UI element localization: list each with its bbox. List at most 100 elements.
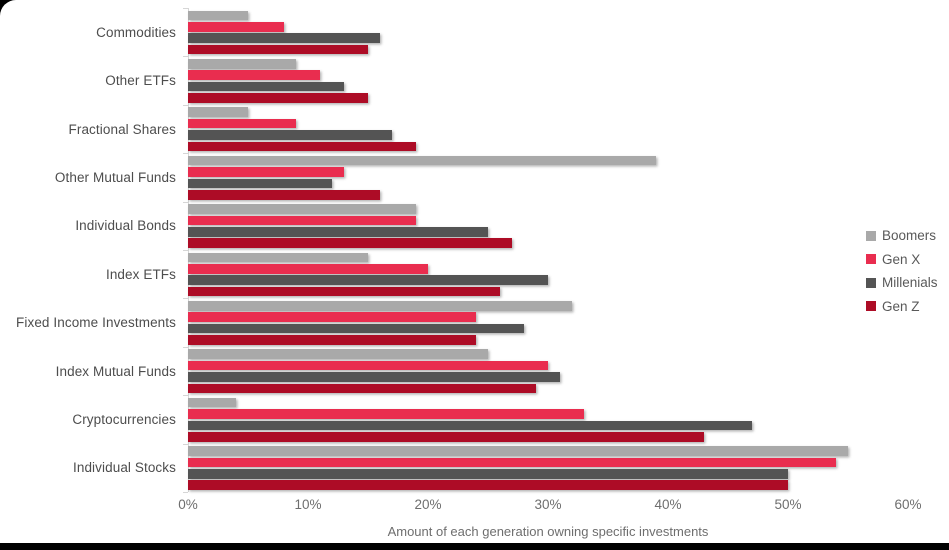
bar-boomers bbox=[188, 301, 572, 311]
legend-label: Boomers bbox=[882, 228, 937, 243]
chart-row-other-etfs: Other ETFs bbox=[105, 56, 908, 104]
bar-gen-x bbox=[188, 118, 296, 129]
legend-swatch-icon bbox=[866, 277, 876, 288]
legend-label: Gen X bbox=[882, 251, 921, 267]
bar-gen-x bbox=[188, 167, 344, 177]
x-tick-label: 60% bbox=[894, 497, 922, 512]
bar-millenials bbox=[188, 130, 392, 140]
bar-group bbox=[188, 204, 908, 248]
x-tick-label: 40% bbox=[654, 497, 682, 512]
y-axis-tick bbox=[183, 395, 188, 397]
bar-group bbox=[188, 107, 908, 152]
bar-group bbox=[188, 397, 908, 442]
bar-group bbox=[188, 252, 908, 297]
x-tick-label: 50% bbox=[774, 497, 802, 512]
bar-chart-plot-area: Commodities Other ETFs Fractional Shares Ot… bbox=[16, 8, 908, 493]
bar-boomers bbox=[188, 155, 656, 166]
category-label: Index ETFs bbox=[105, 266, 176, 282]
bar-gen-x bbox=[188, 70, 320, 80]
category-label: Individual Bonds bbox=[75, 218, 176, 234]
y-axis-tick bbox=[183, 104, 188, 106]
bar-millenials bbox=[188, 323, 524, 334]
bar-gen-x bbox=[188, 409, 584, 419]
bar-boomers bbox=[188, 252, 368, 263]
bar-boomers bbox=[188, 107, 248, 117]
category-label: Other ETFs bbox=[105, 73, 176, 89]
y-axis-tick bbox=[183, 298, 188, 300]
bar-gen-x bbox=[188, 312, 476, 323]
bar-group bbox=[188, 446, 908, 491]
bar-gen-z bbox=[188, 189, 380, 200]
legend-swatch-icon bbox=[866, 230, 876, 241]
bar-boomers bbox=[188, 349, 488, 360]
chart-row-commodities: Commodities bbox=[96, 8, 908, 56]
bar-gen-z bbox=[188, 141, 416, 152]
x-axis: 0% 10% 20% 30% 40% 50% 60% bbox=[178, 497, 921, 513]
chart-row-cryptocurrencies: Cryptocurrencies bbox=[72, 395, 908, 443]
chart-row-fixed-income-investments: Fixed Income Investments bbox=[16, 298, 908, 346]
category-label: Fractional Shares bbox=[68, 121, 176, 137]
legend-item-millenials: Millenials bbox=[866, 275, 938, 290]
y-axis-tick bbox=[183, 250, 188, 251]
bar-gen-z bbox=[188, 432, 704, 442]
y-axis-tick bbox=[183, 492, 188, 493]
y-axis-tick bbox=[183, 201, 188, 203]
chart-row-index-etfs: Index ETFs bbox=[106, 250, 908, 298]
bar-gen-z bbox=[188, 383, 536, 394]
category-label: Cryptocurrencies bbox=[72, 411, 176, 427]
bar-group bbox=[188, 155, 908, 200]
chart-row-fractional-shares: Fractional Shares bbox=[69, 105, 908, 153]
bar-group bbox=[188, 59, 908, 103]
y-axis-tick bbox=[183, 443, 188, 445]
bar-group bbox=[188, 349, 908, 394]
legend-swatch-icon bbox=[866, 254, 876, 264]
bar-boomers bbox=[188, 59, 296, 69]
legend-label: Millenials bbox=[882, 275, 938, 290]
bar-boomers bbox=[188, 446, 848, 456]
bar-boomers bbox=[188, 397, 236, 408]
bar-millenials bbox=[188, 372, 560, 382]
y-axis-tick bbox=[183, 8, 188, 9]
bar-group bbox=[188, 10, 908, 55]
bar-millenials bbox=[188, 275, 548, 285]
bottom-black-bar bbox=[0, 543, 949, 550]
bar-millenials bbox=[188, 81, 344, 92]
legend-item-gen-x: Gen X bbox=[866, 252, 938, 267]
chart-row-individual-stocks: Individual Stocks bbox=[73, 444, 908, 492]
bar-millenials bbox=[188, 469, 788, 479]
bar-gen-z bbox=[188, 480, 788, 491]
chart-row-index-mutual-funds: Index Mutual Funds bbox=[56, 347, 908, 395]
category-label: Fixed Income Investments bbox=[16, 315, 176, 331]
legend-swatch-icon bbox=[866, 301, 876, 311]
x-axis-title: Amount of each generation owning specifi… bbox=[387, 524, 709, 539]
chart-row-individual-bonds: Individual Bonds bbox=[75, 202, 908, 250]
bar-millenials bbox=[188, 227, 488, 237]
legend-label: Gen Z bbox=[882, 298, 920, 314]
y-axis-tick bbox=[183, 346, 188, 348]
bar-gen-x bbox=[188, 215, 416, 226]
bar-gen-z bbox=[188, 238, 512, 248]
bar-group bbox=[188, 301, 908, 345]
bar-boomers bbox=[188, 204, 416, 214]
bar-gen-z bbox=[188, 44, 368, 55]
x-tick-label: 30% bbox=[534, 497, 562, 512]
bar-gen-x bbox=[188, 21, 284, 32]
chart-row-other-mutual-funds: Other Mutual Funds bbox=[55, 153, 908, 201]
category-label: Index Mutual Funds bbox=[55, 363, 176, 379]
legend: Boomers Gen X Millenials Gen Z bbox=[866, 228, 938, 322]
bar-gen-z bbox=[188, 93, 368, 103]
bar-boomers bbox=[188, 10, 248, 21]
bar-millenials bbox=[188, 178, 332, 189]
y-axis-tick bbox=[183, 153, 188, 155]
bar-millenials bbox=[188, 420, 752, 431]
bar-millenials bbox=[188, 33, 380, 43]
bar-gen-x bbox=[188, 264, 428, 274]
bar-gen-z bbox=[188, 286, 500, 297]
x-tick-label: 20% bbox=[414, 497, 442, 512]
legend-item-boomers: Boomers bbox=[866, 228, 938, 243]
x-tick-label: 10% bbox=[294, 497, 322, 512]
category-label: Individual Stocks bbox=[72, 460, 176, 476]
bar-gen-x bbox=[188, 457, 836, 468]
